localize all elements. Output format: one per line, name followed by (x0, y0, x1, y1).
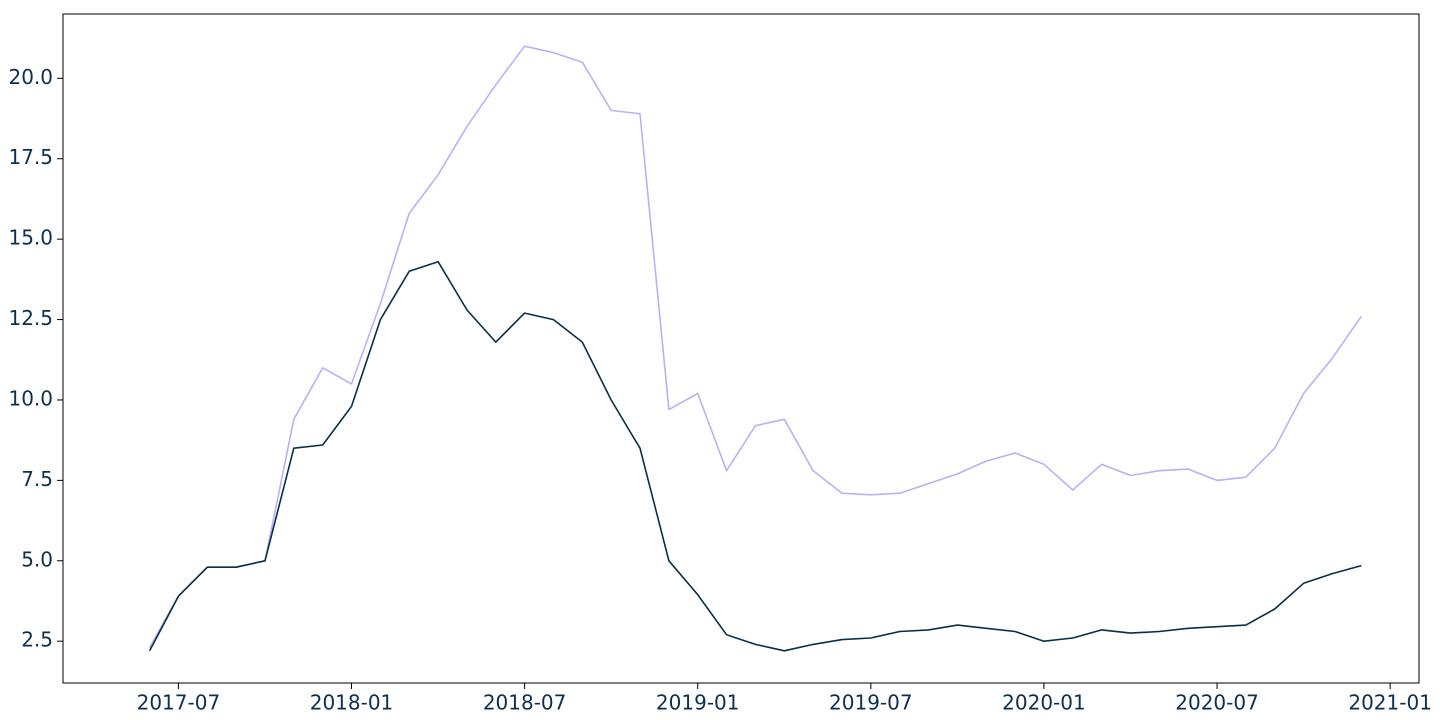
series-line (148, 260, 1362, 652)
x-tick-label: 2019-01 (656, 691, 740, 715)
y-tick-label: 17.5 (8, 145, 53, 169)
x-tick-label: 2019-07 (829, 691, 913, 715)
y-tick-label: 20.0 (8, 65, 53, 89)
y-tick-label: 2.5 (21, 628, 53, 652)
x-tick-label: 2020-07 (1175, 691, 1259, 715)
y-tick-label: 5.0 (21, 547, 53, 571)
series-line (148, 45, 1362, 648)
x-tick-label: 2021-01 (1348, 691, 1432, 715)
y-tick-label: 10.0 (8, 386, 53, 410)
x-tick-label: 2017-07 (137, 691, 221, 715)
y-tick-label: 15.0 (8, 226, 53, 250)
y-tick-label: 12.5 (8, 306, 53, 330)
x-tick-label: 2018-01 (310, 691, 394, 715)
x-tick-label: 2020-01 (1002, 691, 1086, 715)
plot-frame (62, 13, 1420, 684)
x-tick-label: 2018-07 (483, 691, 567, 715)
y-tick-label: 7.5 (21, 467, 53, 491)
